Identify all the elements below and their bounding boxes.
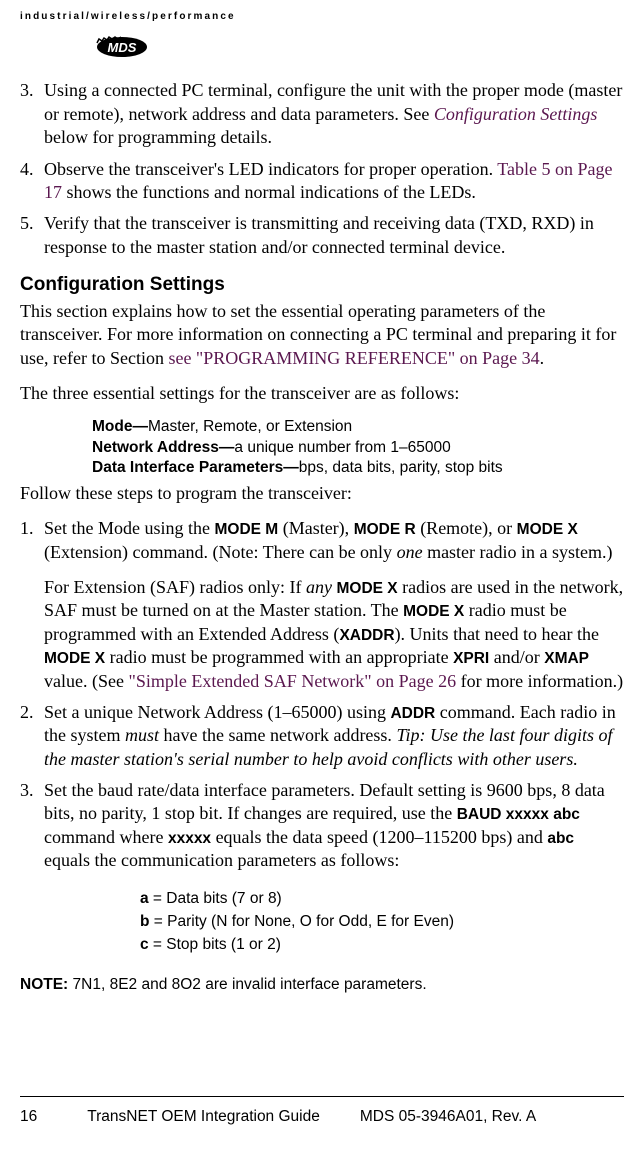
svg-text:MDS: MDS xyxy=(108,40,137,55)
step-text: Observe the transceiver's LED indicators… xyxy=(44,159,497,179)
abc-item: a = Data bits (7 or 8) xyxy=(140,887,624,910)
step-number: 2. xyxy=(20,701,34,724)
abc-list: a = Data bits (7 or 8) b = Parity (N for… xyxy=(140,887,624,957)
code: MODE R xyxy=(354,521,416,538)
text: Set a unique Network Address (1–65000) u… xyxy=(44,702,390,722)
step-text-post: below for programming details. xyxy=(44,127,272,147)
code: xxxxx xyxy=(168,830,211,847)
code: abc xyxy=(547,830,574,847)
step-item: 5. Verify that the transceiver is transm… xyxy=(20,212,624,259)
step-number: 1. xyxy=(20,517,34,540)
code: XMAP xyxy=(544,650,589,667)
setting-item: Data Interface Parameters—bps, data bits… xyxy=(92,458,624,478)
text: (Remote), or xyxy=(416,518,517,538)
section-heading: Configuration Settings xyxy=(20,273,624,298)
page-number: 16 xyxy=(20,1107,37,1127)
step-item: 4. Observe the transceiver's LED indicat… xyxy=(20,158,624,205)
step-number: 3. xyxy=(20,779,34,802)
link-programming-ref[interactable]: see "PROGRAMMING REFERENCE" on Page 34 xyxy=(168,348,539,368)
code: MODE X xyxy=(44,650,105,667)
code: MODE M xyxy=(214,521,278,538)
setting-label: Network Address— xyxy=(92,439,234,456)
section-paragraph: The three essential settings for the tra… xyxy=(20,382,624,405)
link-config-settings[interactable]: Configuration Settings xyxy=(434,104,598,124)
page-footer: 16 TransNET OEM Integration Guide MDS 05… xyxy=(20,1096,624,1127)
code: ADDR xyxy=(390,705,435,722)
header-strip: industrial/wireless/performance xyxy=(20,10,624,23)
abc-desc: = Data bits (7 or 8) xyxy=(149,890,282,907)
text: have the same network address. xyxy=(159,725,396,745)
note-paragraph: NOTE: 7N1, 8E2 and 8O2 are invalid inter… xyxy=(20,972,624,995)
setting-desc: Master, Remote, or Extension xyxy=(148,418,352,435)
step-item: 3. Using a connected PC terminal, config… xyxy=(20,79,624,149)
step-subparagraph: For Extension (SAF) radios only: If any … xyxy=(44,576,624,693)
code: MODE X xyxy=(403,603,464,620)
setting-label: Mode— xyxy=(92,418,148,435)
footer-title: TransNET OEM Integration Guide xyxy=(87,1107,320,1127)
setting-item: Network Address—a unique number from 1–6… xyxy=(92,438,624,458)
text: radio must be programmed with an appropr… xyxy=(105,647,453,667)
setting-item: Mode—Master, Remote, or Extension xyxy=(92,417,624,437)
code: XPRI xyxy=(453,650,489,667)
abc-item: b = Parity (N for None, O for Odd, E for… xyxy=(140,910,624,933)
abc-label: c xyxy=(140,936,149,953)
ital: any xyxy=(306,577,332,597)
text: (Extension) command. (Note: There can be… xyxy=(44,542,397,562)
section-paragraph: This section explains how to set the ess… xyxy=(20,300,624,370)
code: MODE X xyxy=(517,521,578,538)
abc-label: a xyxy=(140,890,149,907)
mds-logo: MDS xyxy=(95,33,624,67)
setting-label: Data Interface Parameters— xyxy=(92,459,299,476)
steps-list-b: 1. Set the Mode using the MODE M (Master… xyxy=(20,517,624,872)
code: XADDR xyxy=(339,627,394,644)
ital: must xyxy=(125,725,159,745)
code: MODE X xyxy=(336,580,397,597)
abc-desc: = Parity (N for None, O for Odd, E for E… xyxy=(149,913,454,930)
text: and/or xyxy=(489,647,544,667)
setting-desc: bps, data bits, parity, stop bits xyxy=(299,459,503,476)
step-number: 3. xyxy=(20,79,34,102)
step-text: Verify that the transceiver is transmitt… xyxy=(44,213,594,256)
text: (Master), xyxy=(278,518,353,538)
step-item: 2. Set a unique Network Address (1–65000… xyxy=(20,701,624,771)
step-number: 4. xyxy=(20,158,34,181)
section-paragraph: Follow these steps to program the transc… xyxy=(20,482,624,505)
steps-list-a: 3. Using a connected PC terminal, config… xyxy=(20,79,624,259)
text: equals the communication parameters as f… xyxy=(44,850,399,870)
text: equals the data speed (1200–115200 bps) … xyxy=(211,827,547,847)
footer-doc: MDS 05-3946A01, Rev. A xyxy=(360,1107,536,1127)
text: Set the Mode using the xyxy=(44,518,214,538)
abc-desc: = Stop bits (1 or 2) xyxy=(149,936,281,953)
link-saf-network[interactable]: "Simple Extended SAF Network" on Page 26 xyxy=(128,671,456,691)
step-number: 5. xyxy=(20,212,34,235)
text: for more information.) xyxy=(456,671,623,691)
ital: one xyxy=(397,542,423,562)
settings-list: Mode—Master, Remote, or Extension Networ… xyxy=(92,417,624,477)
note-text: 7N1, 8E2 and 8O2 are invalid interface p… xyxy=(68,976,426,993)
step-item: 3. Set the baud rate/data interface para… xyxy=(20,779,624,873)
text: . xyxy=(540,348,545,368)
setting-desc: a unique number from 1–65000 xyxy=(234,439,450,456)
text: ). Units that need to hear the xyxy=(395,624,599,644)
text: For Extension (SAF) radios only: If xyxy=(44,577,306,597)
code: BAUD xxxxx abc xyxy=(457,806,580,823)
text: master radio in a system.) xyxy=(423,542,613,562)
text: value. (See xyxy=(44,671,128,691)
step-item: 1. Set the Mode using the MODE M (Master… xyxy=(20,517,624,693)
note-label: NOTE: xyxy=(20,976,68,993)
text: command where xyxy=(44,827,168,847)
abc-item: c = Stop bits (1 or 2) xyxy=(140,933,624,956)
step-text-post: shows the functions and normal indicatio… xyxy=(62,182,476,202)
